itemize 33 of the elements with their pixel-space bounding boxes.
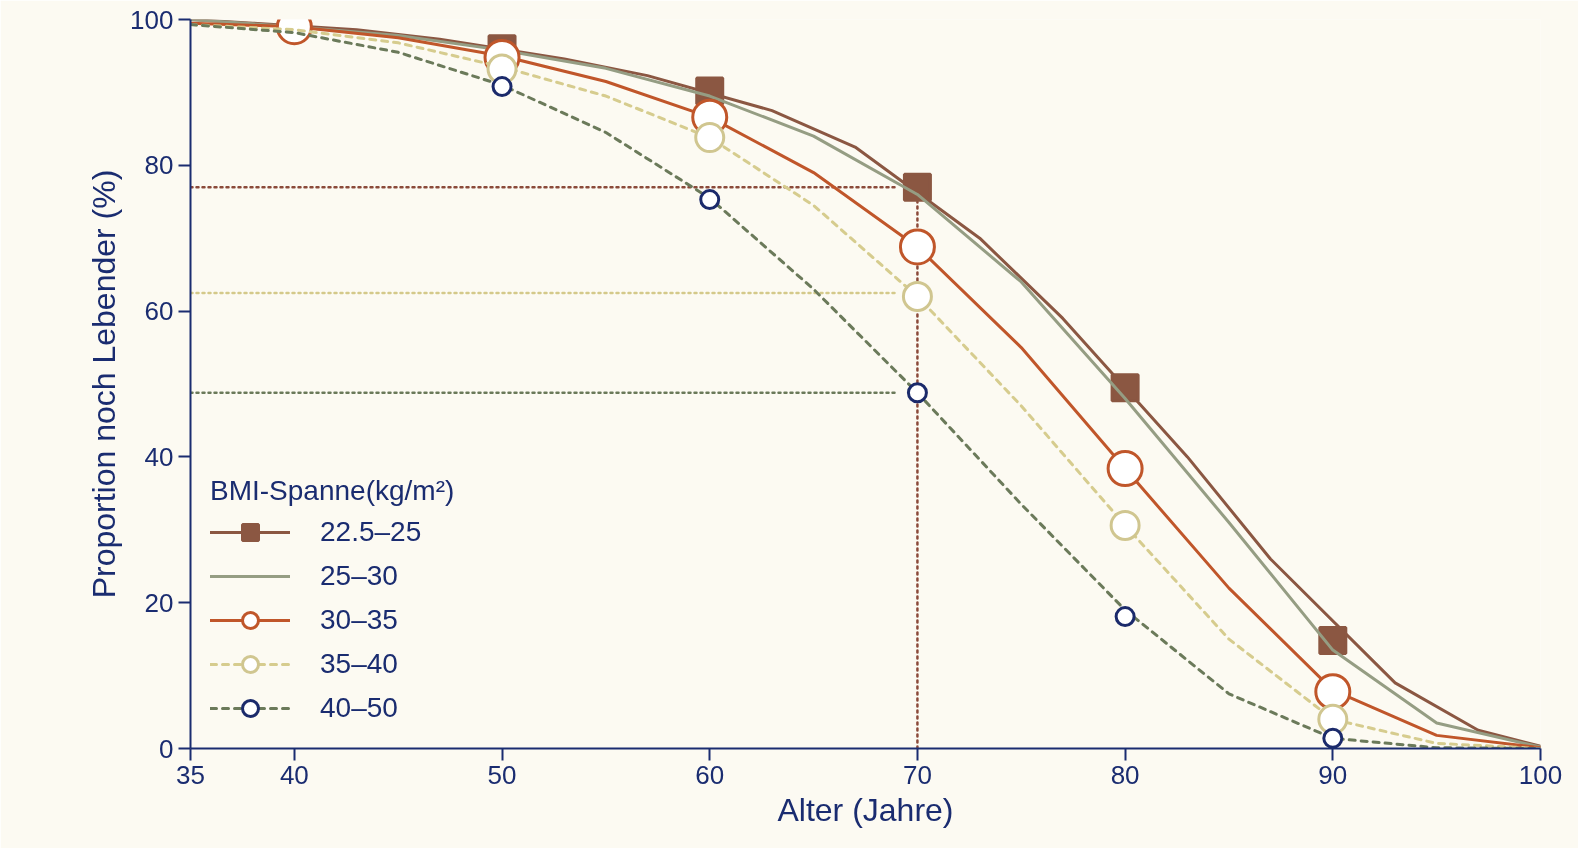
- y-tick-label: 100: [130, 4, 174, 35]
- y-tick-label: 0: [159, 733, 174, 764]
- point: [491, 76, 513, 98]
- x-tick-label: 90: [1318, 759, 1348, 790]
- point: [906, 382, 928, 404]
- legend-label: 40–50: [320, 692, 398, 724]
- point: [898, 228, 936, 266]
- point: [694, 122, 726, 154]
- point: [699, 189, 721, 211]
- y-axis-title: Proportion noch Lebender (%): [86, 169, 123, 599]
- legend-label: 30–35: [320, 604, 398, 636]
- legend-title: BMI-Spanne(kg/m²): [210, 475, 455, 507]
- y-tick-label: 20: [144, 587, 174, 618]
- y-tick-label: 60: [144, 296, 174, 327]
- point: [1322, 727, 1344, 749]
- x-axis-title: Alter (Jahre): [777, 791, 954, 828]
- x-tick-label: 40: [279, 759, 309, 790]
- point: [901, 281, 933, 312]
- legend-label: 25–30: [320, 560, 398, 592]
- y-tick-label: 40: [144, 441, 174, 472]
- x-tick-label: 35: [176, 759, 205, 790]
- point: [1317, 703, 1349, 735]
- x-tick-label: 70: [902, 759, 932, 790]
- x-tick-label: 80: [1110, 759, 1140, 790]
- point: [1109, 509, 1141, 541]
- x-tick-label: 100: [1518, 759, 1563, 790]
- x-tick-label: 60: [695, 759, 725, 790]
- x-tick-label: 50: [487, 759, 517, 790]
- legend-label: 35–40: [320, 648, 398, 680]
- y-tick-label: 80: [144, 150, 174, 181]
- point: [1114, 606, 1136, 628]
- legend-label: 22.5–25: [320, 516, 422, 548]
- point: [1106, 450, 1144, 488]
